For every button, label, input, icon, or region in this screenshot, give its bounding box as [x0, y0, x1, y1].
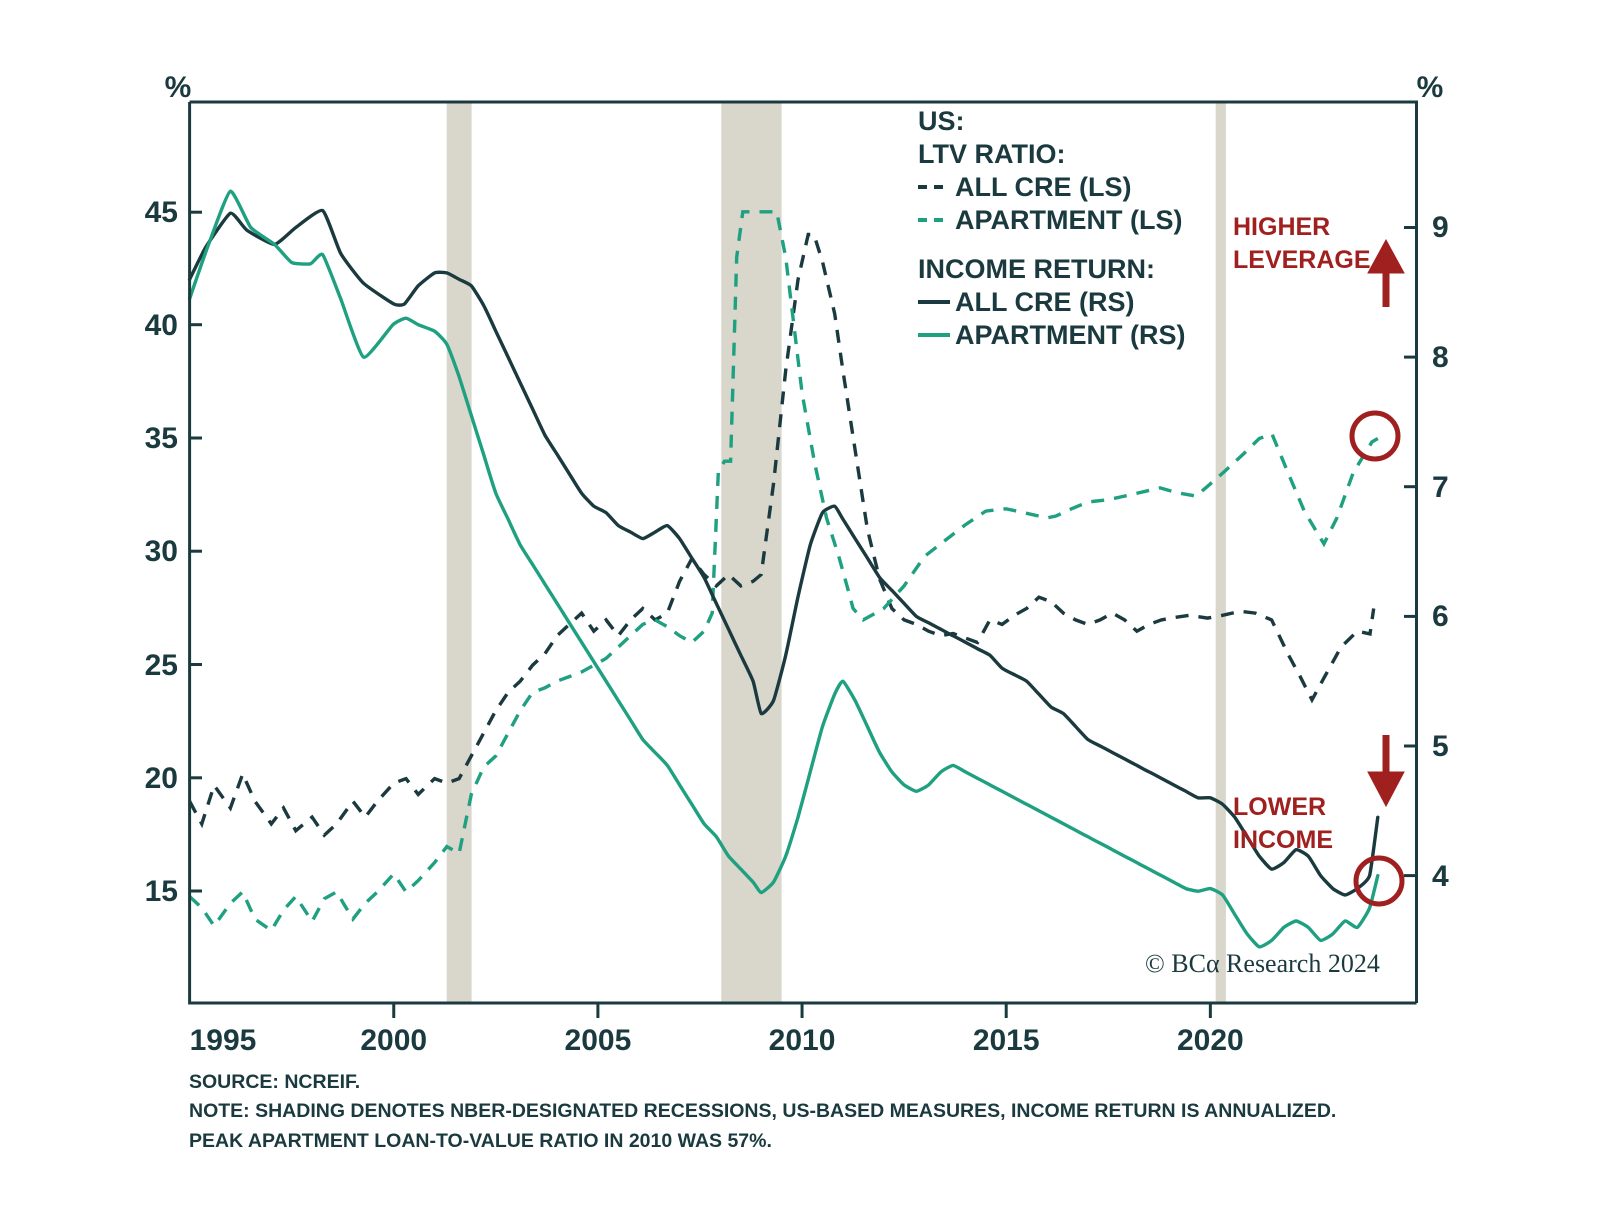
svg-text:6: 6	[1432, 600, 1449, 633]
svg-text:2020: 2020	[1177, 1024, 1244, 1057]
svg-text:%: %	[1417, 71, 1444, 104]
svg-text:45: 45	[145, 196, 178, 229]
svg-text:INCOME RETURN:: INCOME RETURN:	[918, 254, 1155, 284]
svg-text:30: 30	[145, 535, 178, 568]
svg-text:LEVERAGE: LEVERAGE	[1233, 246, 1371, 274]
svg-text:9: 9	[1432, 211, 1449, 244]
svg-text:LOWER: LOWER	[1233, 793, 1326, 821]
svg-text:2000: 2000	[360, 1024, 427, 1057]
svg-text:%: %	[165, 71, 192, 104]
svg-text:US:: US:	[918, 106, 965, 136]
svg-text:5: 5	[1432, 730, 1449, 763]
svg-text:2005: 2005	[565, 1024, 632, 1057]
svg-text:1995: 1995	[190, 1024, 257, 1057]
svg-text:25: 25	[145, 649, 178, 682]
svg-text:2015: 2015	[973, 1024, 1040, 1057]
svg-text:ALL CRE (RS): ALL CRE (RS)	[955, 287, 1135, 317]
svg-text:ALL CRE (LS): ALL CRE (LS)	[955, 172, 1132, 202]
svg-text:15: 15	[145, 875, 178, 908]
svg-text:40: 40	[145, 309, 178, 342]
svg-text:APARTMENT (LS): APARTMENT (LS)	[955, 205, 1182, 235]
svg-text:© BCα Research 2024: © BCα Research 2024	[1145, 949, 1380, 978]
svg-text:HIGHER: HIGHER	[1233, 213, 1330, 241]
svg-text:APARTMENT (RS): APARTMENT (RS)	[955, 320, 1185, 350]
svg-text:35: 35	[145, 422, 178, 455]
svg-text:7: 7	[1432, 471, 1449, 504]
svg-text:20: 20	[145, 762, 178, 795]
svg-text:8: 8	[1432, 341, 1449, 374]
svg-text:INCOME: INCOME	[1233, 826, 1333, 854]
svg-text:LTV RATIO:: LTV RATIO:	[918, 139, 1065, 169]
svg-text:4: 4	[1432, 860, 1449, 893]
svg-text:2010: 2010	[769, 1024, 836, 1057]
